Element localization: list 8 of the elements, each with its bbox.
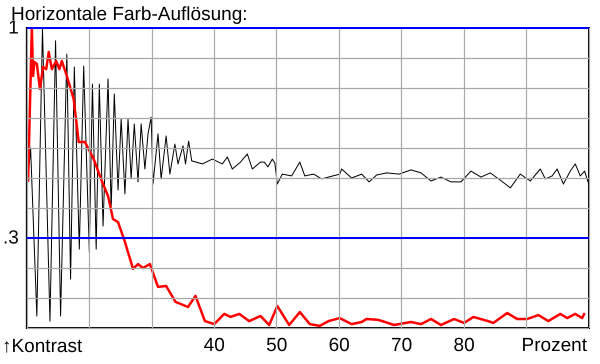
- x-tick-label: 50: [266, 335, 288, 356]
- x-axis-title: Prozent: [522, 335, 588, 356]
- x-tick-label: 60: [328, 335, 350, 356]
- y-axis-title: ↑Kontrast: [2, 336, 83, 357]
- x-tick-label: 80: [454, 335, 475, 356]
- y-tick-label: .3: [2, 228, 19, 248]
- x-tick-label: 70: [391, 335, 412, 356]
- x-tick-label: 40: [204, 335, 225, 356]
